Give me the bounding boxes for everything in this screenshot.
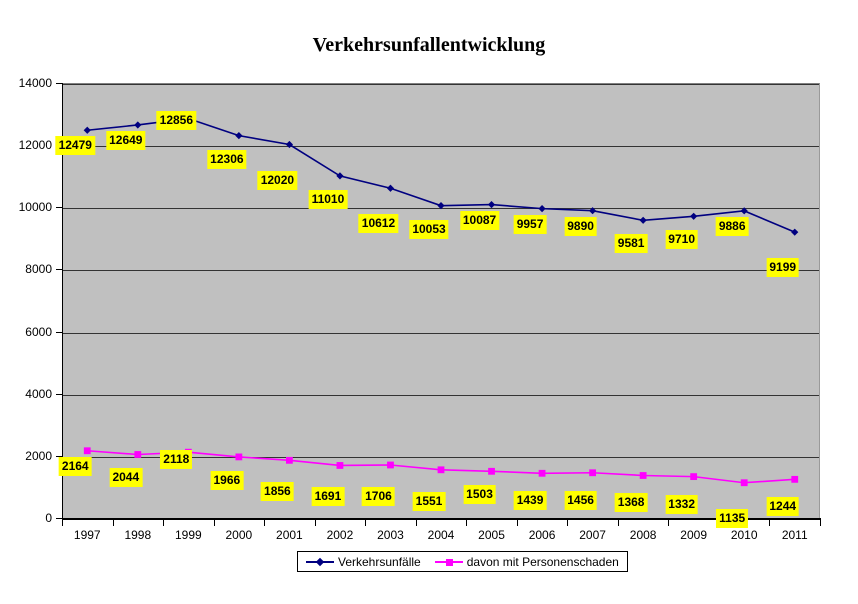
- chart-legend: Verkehrsunfälle davon mit Personenschaden: [297, 551, 628, 572]
- y-axis-tick-label: 10000: [18, 200, 52, 215]
- x-axis-tick-mark: [769, 520, 771, 526]
- data-point-label: 1503: [463, 485, 496, 505]
- data-point-label: 2164: [58, 456, 92, 476]
- gridline: [63, 208, 819, 210]
- x-axis-tick-label: 2003: [377, 528, 404, 542]
- legend-label: davon mit Personenschaden: [466, 554, 619, 569]
- y-axis-tick-mark: [56, 269, 62, 271]
- x-axis-tick-label: 1999: [174, 528, 202, 542]
- data-point-label: 1439: [513, 491, 547, 511]
- y-axis-tick-label: 8000: [25, 262, 52, 277]
- data-point-label: 9886: [715, 216, 749, 236]
- data-point-label: 2044: [109, 468, 143, 488]
- x-axis-tick-mark: [466, 520, 468, 526]
- y-axis-tick-label: 0: [45, 511, 52, 525]
- x-axis-tick-label: 2002: [326, 528, 354, 542]
- x-axis-tick-label: 2009: [680, 528, 707, 542]
- data-point-label: 12649: [106, 130, 146, 150]
- data-point-label: 9890: [564, 216, 597, 236]
- y-axis-tick-label: 6000: [25, 324, 52, 339]
- data-point-label: 1856: [261, 482, 294, 502]
- data-point-label: 9199: [766, 258, 800, 278]
- y-axis-tick-mark: [56, 83, 62, 84]
- data-point-label: 12020: [257, 170, 298, 190]
- data-point-label: 1135: [716, 508, 749, 528]
- x-axis-tick-mark: [516, 520, 518, 526]
- y-axis-tick-label: 2000: [25, 448, 52, 463]
- gridline: [63, 84, 819, 85]
- gridline: [63, 332, 819, 334]
- x-axis-tick-label: 2005: [478, 528, 505, 542]
- data-point-label: 1332: [665, 494, 699, 514]
- y-axis-tick-mark: [56, 207, 62, 209]
- y-axis-tick-mark: [56, 455, 62, 457]
- x-axis-tick-label: 2004: [427, 528, 455, 542]
- data-point-label: 9710: [665, 230, 699, 250]
- chart-title-line-1: Verkehrsunfallentwicklung: [312, 34, 546, 56]
- x-axis-tick-mark: [668, 520, 670, 526]
- x-axis-tick-label: 2006: [528, 528, 556, 542]
- data-point-label: 10053: [409, 219, 449, 239]
- x-axis-tick-mark: [617, 520, 619, 526]
- y-axis-tick-label: 4000: [25, 386, 52, 401]
- gridline: [63, 270, 819, 272]
- x-axis-tick-mark: [365, 520, 367, 526]
- y-axis-line: [62, 83, 63, 520]
- x-axis-tick-label: 2000: [225, 528, 253, 542]
- x-axis-tick-mark: [567, 520, 569, 526]
- x-axis-tick-label: 2010: [730, 528, 758, 542]
- data-point-label: 12479: [55, 136, 95, 156]
- diamond-marker-icon: [306, 557, 334, 567]
- data-point-label: 11010: [308, 189, 348, 209]
- x-axis-tick-mark: [163, 520, 165, 526]
- x-axis-tick-label: 1997: [73, 528, 101, 542]
- gridline: [63, 146, 819, 148]
- y-axis-tick-mark: [56, 393, 62, 395]
- x-axis-tick-mark: [112, 520, 114, 526]
- x-axis-tick-label: 1998: [124, 528, 152, 542]
- x-axis-tick-mark: [62, 520, 63, 526]
- data-point-label: 9957: [513, 214, 547, 234]
- data-point-label: 2118: [160, 450, 193, 470]
- data-point-label: 10087: [459, 210, 500, 230]
- x-axis-tick-mark: [264, 520, 266, 526]
- x-axis-tick-label: 2008: [629, 528, 657, 542]
- x-axis-tick-label: 2007: [579, 528, 606, 542]
- x-axis-tick-mark: [314, 520, 316, 526]
- square-marker-icon: [434, 557, 463, 567]
- data-point-label: 1244: [766, 497, 800, 517]
- x-axis-tick-mark: [415, 520, 417, 526]
- gridline: [63, 394, 819, 396]
- legend-entry-1[interactable]: Verkehrsunfälle: [306, 555, 421, 569]
- data-point-label: 1966: [210, 470, 244, 490]
- data-point-label: 12856: [156, 110, 197, 130]
- y-axis-tick-label: 12000: [18, 138, 52, 153]
- data-point-label: 12306: [207, 149, 247, 169]
- data-point-label: 1691: [311, 487, 345, 507]
- data-point-label: 9581: [614, 234, 648, 254]
- x-axis-line: [62, 518, 821, 520]
- data-point-label: 10612: [358, 214, 399, 234]
- y-axis-tick-mark: [56, 331, 62, 333]
- y-axis-tick-label: 14000: [18, 76, 52, 90]
- data-point-label: 1706: [362, 486, 395, 506]
- data-point-label: 1368: [614, 493, 648, 513]
- legend-label: Verkehrsunfälle: [338, 554, 421, 569]
- x-axis-tick-label: 2011: [781, 528, 808, 542]
- x-axis-tick-mark: [213, 520, 215, 526]
- x-axis-tick-label: 2001: [276, 528, 303, 542]
- y-axis-tick-mark: [56, 518, 62, 519]
- data-point-label: 1456: [564, 490, 597, 510]
- x-axis-tick-mark: [820, 520, 821, 526]
- data-point-label: 1551: [412, 491, 446, 511]
- legend-entry-2[interactable]: davon mit Personenschaden: [434, 554, 619, 569]
